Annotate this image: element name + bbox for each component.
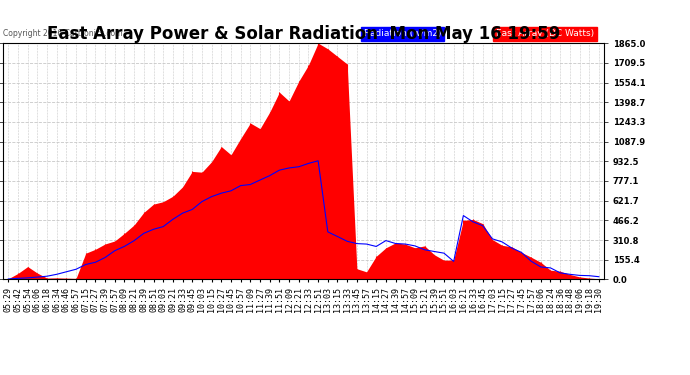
Title: East Array Power & Solar Radiation  Mon May 16 19:59: East Array Power & Solar Radiation Mon M… bbox=[47, 25, 560, 43]
Text: Copyright 2016 Cartronics.com: Copyright 2016 Cartronics.com bbox=[3, 29, 123, 38]
Text: Radiation (w/m2): Radiation (w/m2) bbox=[364, 29, 441, 38]
Text: East Array (DC Watts): East Array (DC Watts) bbox=[495, 29, 594, 38]
